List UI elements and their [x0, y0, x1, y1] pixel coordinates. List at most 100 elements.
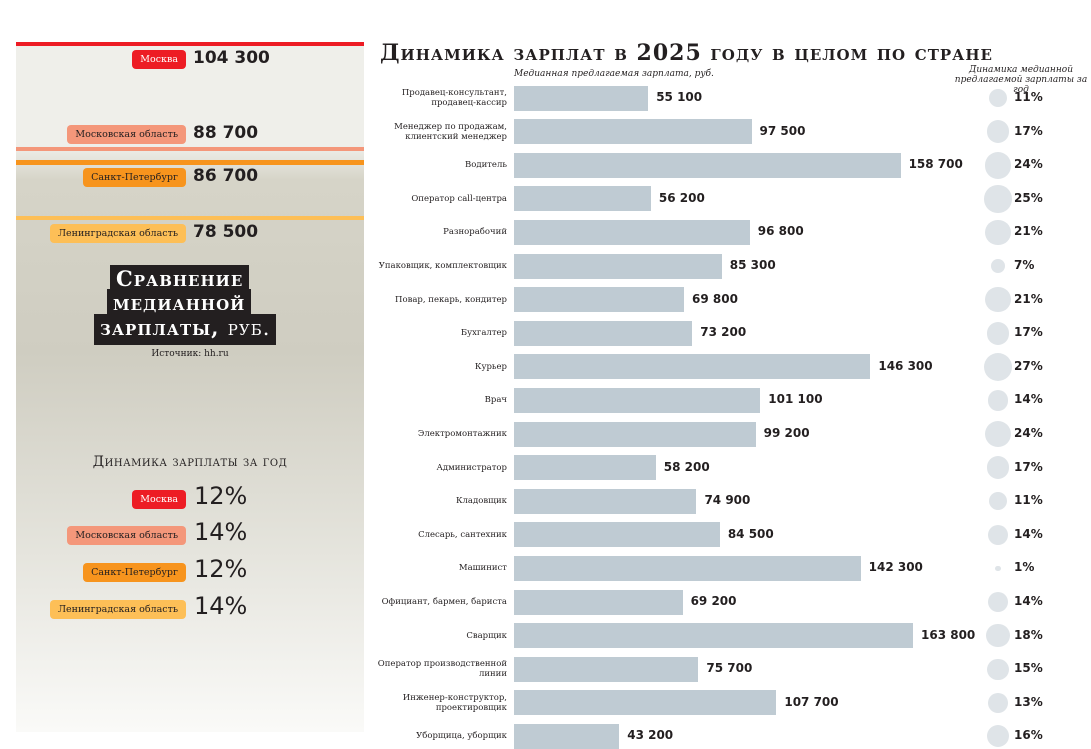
category-label: Менеджер по продажам, клиентский менеджер — [394, 121, 507, 142]
growth-circle — [988, 88, 1008, 108]
bar — [514, 589, 683, 615]
growth-circle — [987, 725, 1009, 748]
growth-value: 27% — [1014, 358, 1043, 373]
region-tag: Санкт-Петербург — [83, 168, 186, 187]
region-growth: 14% — [194, 518, 248, 546]
growth-circle — [984, 151, 1012, 179]
bar-value-label: 99 200 — [763, 426, 810, 440]
bar — [514, 656, 699, 682]
bar — [514, 219, 750, 245]
bar — [514, 186, 651, 212]
x-axis-label: Медианная предлагаемая зарплата, руб. — [514, 69, 714, 79]
growth-circle — [986, 120, 1010, 143]
growth-value: 25% — [1014, 190, 1043, 205]
growth-value: 17% — [1014, 325, 1043, 340]
growth-value: 15% — [1014, 661, 1043, 676]
growth-value: 21% — [1014, 291, 1043, 306]
category-label: Повар, пекарь, кондитер — [395, 294, 507, 305]
region-growth-tag: Москва — [132, 490, 186, 509]
growth-circle — [987, 591, 1009, 613]
bar — [514, 723, 620, 749]
bar-value-label: 101 100 — [768, 392, 823, 407]
region-salary: 104 300 — [193, 48, 270, 68]
growth-circle — [987, 524, 1009, 546]
bar-value-label: 96 800 — [757, 224, 804, 239]
category-label: Упаковщик, комплектовщик — [378, 261, 507, 271]
source: Источник: hh.ru — [151, 349, 229, 359]
title-unit: руб. — [227, 316, 271, 340]
bar-value-label: 84 500 — [727, 526, 774, 541]
bar-value-label: 97 500 — [759, 123, 806, 138]
region-tag: Москва — [132, 50, 186, 69]
category-label: Инженер-конструктор, проектировщик — [402, 692, 507, 713]
category-label: Уборщица, уборщик — [416, 731, 507, 742]
region-growth: 12% — [194, 482, 248, 510]
bar-value-label: 163 800 — [921, 627, 976, 642]
chart-title: Динамика зарплат в 2025 году в целом по … — [380, 40, 993, 66]
growth-circle — [984, 185, 1012, 213]
growth-value: 11% — [1014, 90, 1043, 104]
category-label: Курьер — [474, 361, 507, 372]
bar — [514, 152, 901, 178]
title-line-3: зарплаты, — [100, 315, 220, 340]
growth-value: 7% — [1014, 258, 1035, 272]
region-salary: 78 500 — [193, 222, 259, 242]
growth-circle — [988, 492, 1008, 511]
growth-value: 14% — [1014, 392, 1043, 407]
growth-circle — [985, 219, 1011, 245]
bar-value-label: 146 300 — [878, 358, 933, 373]
category-label: Электромонтажник — [417, 429, 507, 439]
growth-circle — [995, 565, 1001, 572]
category-label: Бухгалтер — [460, 328, 507, 339]
region-growth: 12% — [194, 555, 248, 583]
bar-value-label: 85 300 — [729, 258, 776, 272]
bar — [514, 387, 761, 413]
region-growth-tag: Санкт-Петербург — [83, 563, 186, 582]
growth-circle — [987, 658, 1009, 680]
title-line-2: медианной — [107, 289, 252, 316]
growth-value: 11% — [1014, 493, 1043, 508]
category-label: Кладовщик — [455, 496, 507, 507]
growth-value: 14% — [1014, 526, 1043, 541]
category-label: Продавец-консультант, продавец-кассир — [401, 88, 507, 108]
moscow-rule — [16, 42, 364, 46]
category-label: Сварщик — [466, 630, 507, 641]
region-tag: Ленинградская область — [50, 224, 186, 243]
bar — [514, 354, 871, 380]
category-label: Оператор call-центра — [411, 193, 507, 204]
bar — [514, 253, 722, 279]
bar — [514, 320, 693, 346]
growth-label: Динамика медианной предлагаемой зарплаты… — [954, 65, 1088, 95]
bar — [514, 690, 777, 716]
growth-circle — [990, 258, 1006, 274]
bar — [514, 555, 861, 581]
bar — [514, 522, 720, 548]
category-label: Машинист — [458, 563, 507, 574]
region-salary: 88 700 — [193, 123, 259, 143]
bar-value-label: 43 200 — [627, 728, 674, 743]
growth-value: 18% — [1014, 627, 1043, 642]
growth-value: 16% — [1014, 728, 1043, 743]
bar — [514, 488, 697, 514]
bar — [514, 455, 656, 481]
growth-value: 1% — [1014, 560, 1035, 575]
growth-circle — [986, 321, 1010, 345]
leningrad-rule — [16, 216, 364, 220]
growth-value: 24% — [1014, 157, 1043, 172]
region-salary: 86 700 — [193, 166, 259, 186]
category-label: Слесарь, сантехник — [418, 529, 507, 540]
growth-circle — [986, 623, 1010, 648]
region-growth-tag: Ленинградская область — [50, 600, 186, 619]
bar-value-label: 158 700 — [908, 157, 963, 172]
regional-panel: Москва 104 300 Москва 12% Московская область… — [16, 42, 364, 732]
moscow-region-rule — [16, 147, 364, 151]
bar-value-label: 107 700 — [784, 694, 839, 709]
growth-circle — [984, 420, 1012, 448]
growth-value: 24% — [1014, 426, 1043, 440]
bar — [514, 85, 649, 111]
spb-rule — [16, 160, 364, 165]
growth-value: 21% — [1014, 224, 1043, 239]
region-growth: 14% — [194, 592, 248, 620]
region-tag: Московская область — [67, 125, 186, 144]
category-label: Врач — [484, 395, 507, 406]
